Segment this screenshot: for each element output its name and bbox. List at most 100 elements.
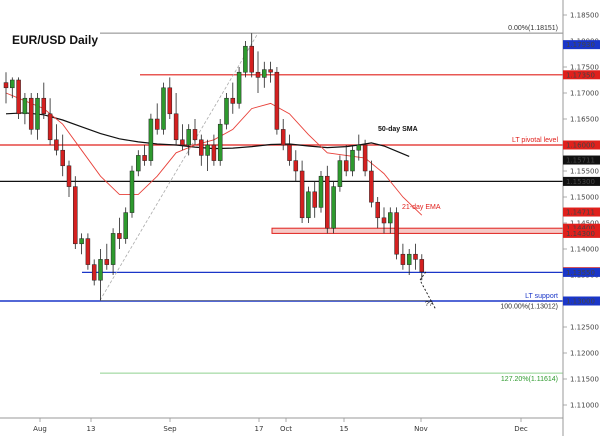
y-tick-label: 1.15500 (570, 168, 599, 176)
candle (85, 233, 91, 270)
price-tag-box (563, 267, 600, 277)
candle (255, 51, 261, 93)
candle-body-down (47, 113, 53, 141)
candle-body-down (274, 71, 280, 130)
price-tag: 1.14711 (563, 207, 600, 217)
x-tick-label: Sep (163, 425, 177, 433)
candle (110, 228, 116, 275)
candle-body-down (3, 82, 9, 89)
price-tag-box (563, 155, 600, 165)
candle (47, 98, 53, 145)
candle (236, 67, 242, 109)
y-tick-label: 1.12000 (570, 350, 599, 358)
candle-body-down (173, 113, 179, 141)
candle (293, 150, 299, 182)
y-tick-label: 1.17000 (570, 90, 599, 98)
candle (104, 243, 110, 270)
ema-label: 21-day EMA (402, 204, 441, 211)
candle-body-up (129, 170, 135, 213)
candle-body-down (299, 170, 305, 219)
candle (306, 186, 311, 223)
price-tag: 1.15711 (563, 155, 600, 165)
price-tag-box (563, 40, 600, 50)
price-tag-box (563, 228, 600, 238)
y-tick-label: 1.18500 (570, 12, 599, 20)
candle-body-down (167, 87, 173, 115)
price-tags: 1.17930 1.17350 1.16000 1.15711 1.15300 1.147… (563, 40, 600, 306)
candle-body-down (66, 165, 72, 187)
price-tag-label: 1.14711 (566, 209, 595, 217)
candle (35, 93, 40, 140)
price-tag-label: 1.17930 (566, 41, 595, 49)
x-tick-label: 15 (340, 425, 349, 433)
x-tick-label: Dec (514, 425, 528, 433)
candles (3, 33, 425, 301)
candle (394, 207, 399, 260)
price-tag-box (563, 296, 600, 306)
candle-body-up (356, 144, 362, 151)
candle-body-up (148, 118, 154, 161)
price-tag-box (563, 223, 600, 233)
candle (299, 160, 305, 223)
candle (136, 150, 141, 177)
candle (249, 33, 254, 78)
price-tag: 1.17930 (563, 40, 600, 50)
candle-body-down (41, 97, 47, 115)
candle (154, 103, 160, 135)
price-tag: 1.14400 (563, 223, 600, 233)
price-tag-label: 1.15300 (566, 178, 595, 186)
fibonacci-trendline (99, 32, 259, 301)
level-label: 100.00%(1.13012) (500, 303, 558, 310)
candle (274, 67, 280, 135)
price-tag-box (563, 207, 600, 217)
candle-body-down (255, 71, 261, 78)
candle (192, 119, 198, 145)
candle (199, 134, 204, 166)
candle-body-down (85, 238, 91, 265)
candle (331, 181, 336, 234)
candle (180, 124, 185, 151)
candle-body-down (394, 212, 399, 255)
candle-body-down (60, 149, 65, 167)
candle-body-up (161, 87, 166, 130)
candle (22, 93, 28, 125)
level-label: 0.00%(1.18151) (508, 25, 558, 32)
candle (66, 160, 72, 197)
candle (343, 145, 349, 177)
candle-body-down (199, 139, 204, 156)
candle-body-down (73, 186, 78, 245)
question-label: ?? (425, 301, 433, 308)
candle-body-down (230, 97, 236, 104)
candle (419, 254, 425, 281)
candle-body-up (406, 253, 412, 265)
price-tag-label: 1.15711 (566, 157, 595, 165)
forecast-path (419, 271, 437, 311)
candle (3, 72, 9, 104)
candle-body-up (337, 160, 343, 187)
candle-body-down (362, 144, 368, 172)
candle (262, 61, 267, 88)
candle (350, 145, 355, 177)
x-tick-label: Oct (280, 425, 292, 433)
candle-body-down (211, 144, 217, 161)
sma50-line (5, 112, 410, 157)
candle-body-down (287, 144, 292, 161)
candle (381, 207, 387, 234)
y-tick-label: 1.11500 (570, 376, 599, 384)
candle-body-up (350, 149, 355, 172)
y-tick-label: 1.16500 (570, 116, 599, 124)
level-labels: 0.00%(1.18151) LT pivotal level LT support… (500, 25, 558, 383)
candle-body-down (400, 253, 406, 265)
candle (186, 124, 191, 156)
candle-body-down (268, 69, 273, 73)
candle-body-up (22, 97, 28, 115)
candle (28, 93, 34, 135)
candle (173, 93, 179, 145)
candle-body-up (186, 129, 191, 146)
resistance-zone (271, 227, 564, 234)
candle (129, 165, 135, 218)
candle-body-down (369, 170, 374, 203)
candle (217, 119, 223, 166)
candle-body-down (117, 233, 122, 239)
candle (243, 41, 248, 78)
